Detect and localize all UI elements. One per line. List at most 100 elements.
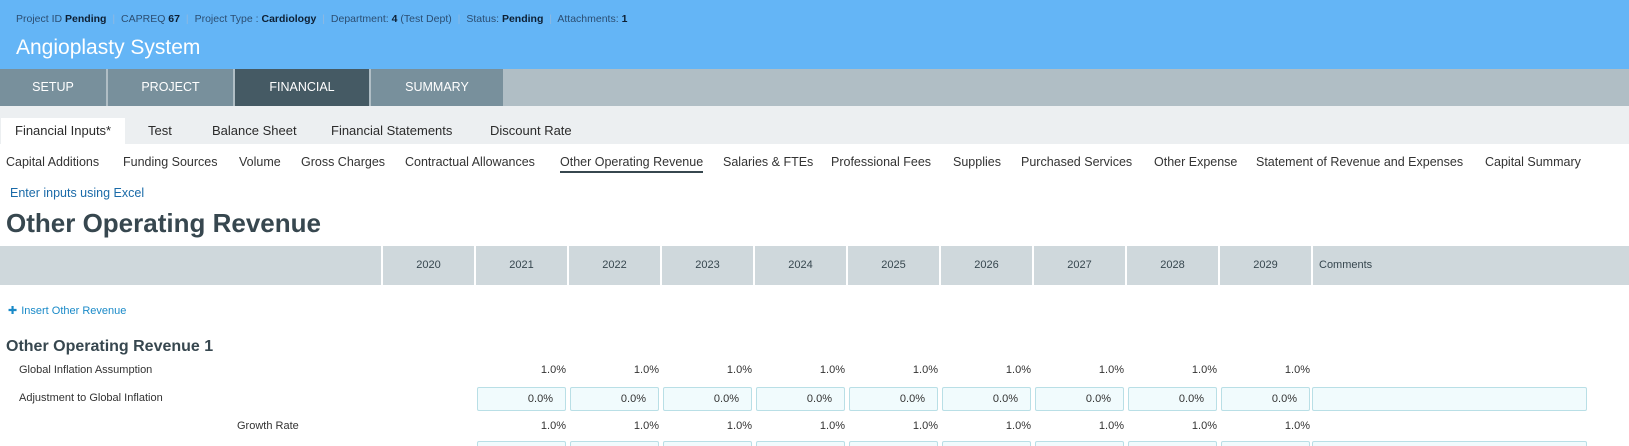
meta-separator: | bbox=[549, 13, 553, 25]
section-purchased-services[interactable]: Purchased Services bbox=[1021, 155, 1133, 169]
year-header: 2021 bbox=[474, 246, 567, 285]
status-label: Status: bbox=[466, 13, 500, 25]
year-header: 2023 bbox=[660, 246, 753, 285]
next-row-input[interactable] bbox=[1128, 441, 1217, 446]
meta-separator: | bbox=[112, 13, 116, 25]
revenue-group-title: Other Operating Revenue 1 bbox=[6, 338, 214, 355]
comments-header: Comments bbox=[1311, 246, 1629, 285]
next-row-comment-input[interactable] bbox=[1312, 441, 1587, 446]
meta-separator: | bbox=[457, 13, 461, 25]
subtab-test[interactable]: Test bbox=[148, 123, 172, 138]
tab-project[interactable]: PROJECT bbox=[108, 69, 233, 106]
next-row-input[interactable] bbox=[756, 441, 845, 446]
growth-rate-value: 1.0% bbox=[1005, 420, 1031, 432]
growth-rate-value: 1.0% bbox=[633, 420, 659, 432]
year-header: 2029 bbox=[1218, 246, 1311, 285]
project-title: Angioplasty System bbox=[16, 36, 201, 59]
year-header-row: 2020 2021 2022 2023 2024 2025 2026 2027 … bbox=[0, 246, 1629, 285]
adjustment-inflation-input[interactable]: 0.0% bbox=[570, 387, 659, 411]
tab-setup[interactable]: SETUP bbox=[0, 69, 106, 106]
global-inflation-value: 1.0% bbox=[1191, 364, 1217, 376]
subtab-discount-rate[interactable]: Discount Rate bbox=[490, 123, 572, 138]
section-professional-fees[interactable]: Professional Fees bbox=[831, 155, 932, 169]
growth-rate-label: Growth Rate bbox=[237, 420, 299, 432]
global-inflation-value: 1.0% bbox=[1284, 364, 1310, 376]
insert-other-revenue-button[interactable]: ✚ Insert Other Revenue bbox=[8, 304, 126, 317]
section-volume[interactable]: Volume bbox=[239, 155, 281, 169]
section-capital-summary[interactable]: Capital Summary bbox=[1485, 155, 1581, 169]
project-type-label: Project Type : bbox=[194, 13, 259, 25]
department-note: (Test Dept) bbox=[400, 13, 452, 25]
attachments-value[interactable]: 1 bbox=[621, 13, 628, 25]
excel-input-link[interactable]: Enter inputs using Excel bbox=[10, 186, 145, 200]
section-other-operating-revenue[interactable]: Other Operating Revenue bbox=[560, 155, 704, 173]
tab-financial[interactable]: FINANCIAL bbox=[235, 69, 369, 106]
subtab-financial-inputs[interactable]: Financial Inputs* bbox=[1, 118, 126, 144]
tab-summary[interactable]: SUMMARY bbox=[371, 69, 503, 106]
capreq-value: 67 bbox=[168, 13, 180, 25]
meta-separator: | bbox=[322, 13, 325, 25]
next-row-input[interactable] bbox=[570, 441, 659, 446]
global-inflation-value: 1.0% bbox=[819, 364, 845, 376]
status-value: Pending bbox=[501, 13, 544, 25]
adjustment-inflation-input[interactable]: 0.0% bbox=[1221, 387, 1310, 411]
growth-rate-value: 1.0% bbox=[819, 420, 845, 432]
section-gross-charges[interactable]: Gross Charges bbox=[301, 155, 386, 169]
adjustment-inflation-input[interactable]: 0.0% bbox=[1035, 387, 1124, 411]
year-header: 2020 bbox=[381, 246, 474, 285]
adjustment-inflation-input[interactable]: 0.0% bbox=[756, 387, 845, 411]
next-row-input[interactable] bbox=[1221, 441, 1310, 446]
global-inflation-value: 1.0% bbox=[540, 364, 566, 376]
global-inflation-value: 1.0% bbox=[633, 364, 659, 376]
growth-rate-value: 1.0% bbox=[540, 420, 566, 432]
growth-rate-value: 1.0% bbox=[912, 420, 938, 432]
department-label: Department: bbox=[330, 13, 389, 25]
adjustment-inflation-input[interactable]: 0.0% bbox=[663, 387, 752, 411]
subtab-financial-statements[interactable]: Financial Statements bbox=[331, 123, 453, 138]
adjustment-comment-input[interactable] bbox=[1312, 387, 1587, 411]
project-header: Project ID Pending | CAPREQ 67 | Project… bbox=[0, 0, 1629, 69]
page-title: Other Operating Revenue bbox=[6, 208, 321, 238]
global-inflation-value: 1.0% bbox=[1005, 364, 1031, 376]
next-row-input[interactable] bbox=[477, 441, 566, 446]
next-row-input[interactable] bbox=[663, 441, 752, 446]
section-capital-additions[interactable]: Capital Additions bbox=[6, 155, 100, 169]
project-id-label: Project ID bbox=[16, 13, 63, 25]
year-header: 2022 bbox=[567, 246, 660, 285]
year-header: 2028 bbox=[1125, 246, 1218, 285]
section-statement-revenue-expenses[interactable]: Statement of Revenue and Expenses bbox=[1256, 155, 1464, 169]
section-other-expense[interactable]: Other Expense bbox=[1154, 155, 1238, 169]
year-header: 2027 bbox=[1032, 246, 1125, 285]
meta-separator: | bbox=[185, 13, 189, 25]
next-row-input[interactable] bbox=[849, 441, 938, 446]
section-contractual-allowances[interactable]: Contractual Allowances bbox=[405, 155, 535, 169]
adjustment-inflation-input[interactable]: 0.0% bbox=[849, 387, 938, 411]
next-row-input[interactable] bbox=[1035, 441, 1124, 446]
project-type-value: Cardiology bbox=[261, 13, 317, 25]
sub-tab-bar: Financial Inputs* Test Balance Sheet Fin… bbox=[0, 106, 1629, 144]
year-header: 2026 bbox=[939, 246, 1032, 285]
adjustment-inflation-label: Adjustment to Global Inflation bbox=[19, 392, 163, 404]
subtab-balance-sheet[interactable]: Balance Sheet bbox=[212, 123, 297, 138]
adjustment-inflation-input[interactable]: 0.0% bbox=[477, 387, 566, 411]
adjustment-inflation-input[interactable]: 0.0% bbox=[1128, 387, 1217, 411]
section-funding-sources[interactable]: Funding Sources bbox=[123, 155, 218, 169]
department-value: 4 bbox=[391, 13, 398, 25]
global-inflation-value: 1.0% bbox=[1098, 364, 1124, 376]
growth-rate-value: 1.0% bbox=[1284, 420, 1310, 432]
section-salaries-ftes[interactable]: Salaries & FTEs bbox=[723, 155, 814, 169]
global-inflation-label: Global Inflation Assumption bbox=[19, 364, 153, 376]
growth-rate-value: 1.0% bbox=[1098, 420, 1124, 432]
growth-rate-value: 1.0% bbox=[1191, 420, 1217, 432]
adjustment-inflation-input[interactable]: 0.0% bbox=[942, 387, 1031, 411]
global-inflation-value: 1.0% bbox=[912, 364, 938, 376]
project-meta: Project ID Pending | CAPREQ 67 | Project… bbox=[16, 13, 627, 25]
section-supplies[interactable]: Supplies bbox=[953, 155, 1001, 169]
attachments-label: Attachments: bbox=[557, 13, 619, 25]
next-row-input[interactable] bbox=[942, 441, 1031, 446]
year-header: 2025 bbox=[846, 246, 939, 285]
global-inflation-value: 1.0% bbox=[726, 364, 752, 376]
year-header: 2024 bbox=[753, 246, 846, 285]
insert-other-revenue-label: Insert Other Revenue bbox=[21, 305, 127, 317]
main-tab-bar: SETUP PROJECT FINANCIAL SUMMARY bbox=[0, 69, 1629, 106]
